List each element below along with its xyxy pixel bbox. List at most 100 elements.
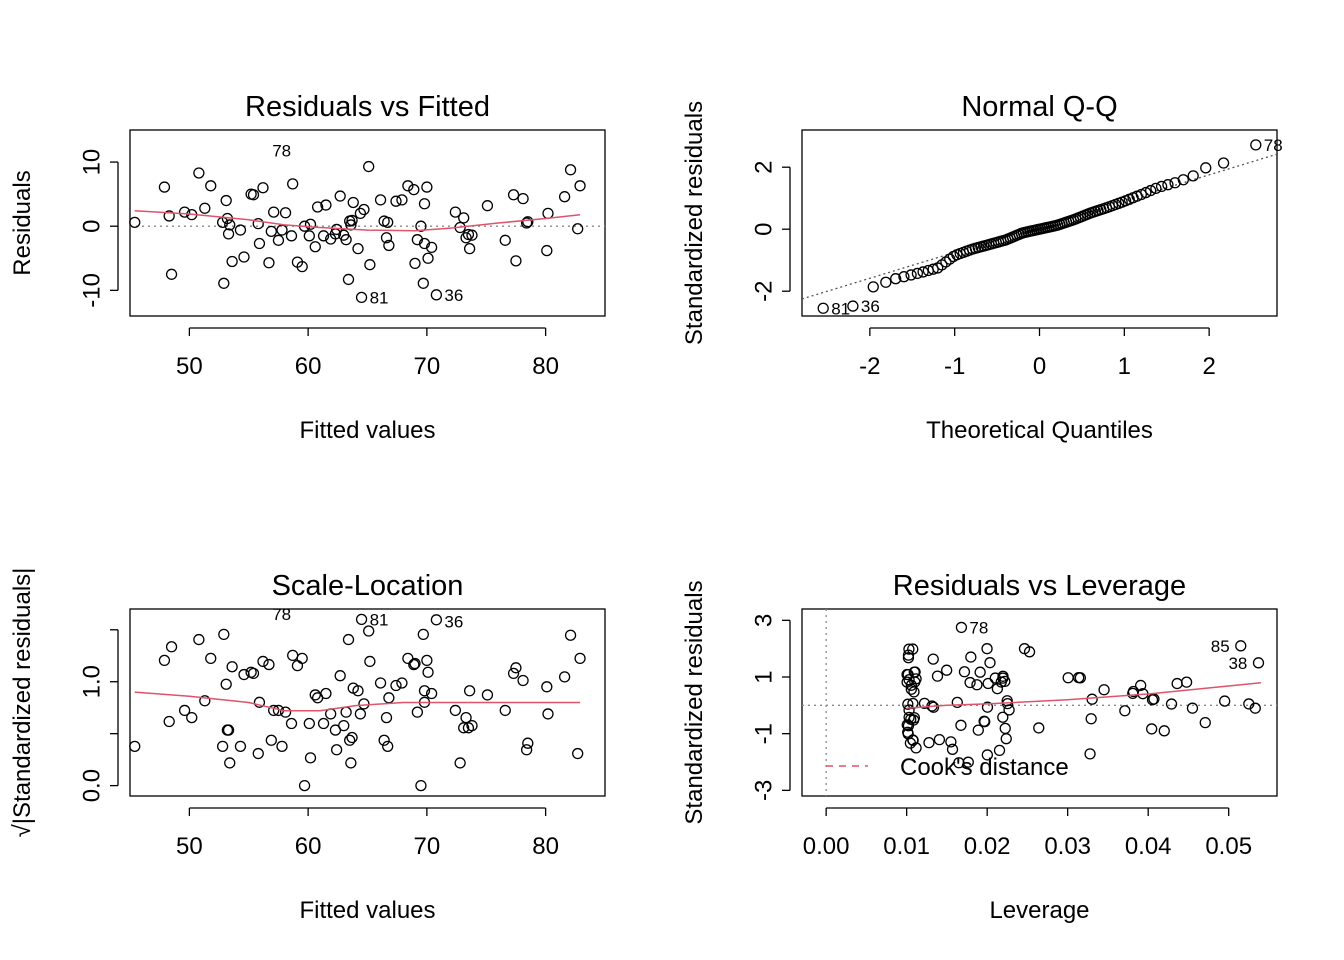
y-axis-label: Standardized residuals (681, 101, 708, 345)
x-tick-label: 2 (1202, 353, 1215, 380)
data-point (1177, 174, 1189, 186)
data-point (499, 234, 511, 246)
panel-tr: Normal Q-Q Theoretical Quantiles Standardi… (681, 91, 1283, 444)
data-point (918, 697, 931, 710)
plot-frame (129, 608, 606, 797)
chart-title: Normal Q-Q (961, 91, 1117, 123)
data-point (224, 219, 236, 231)
data-point (458, 212, 470, 224)
point-label: 81 (831, 299, 850, 318)
data-point (520, 744, 533, 756)
chart-title: Scale-Location (272, 570, 464, 602)
plot-frame (801, 129, 1278, 317)
data-point (129, 216, 141, 229)
data-point (276, 740, 288, 752)
x-tick-label: 0.04 (1125, 833, 1172, 860)
data-point (374, 194, 387, 206)
data-point (218, 628, 230, 641)
data-point (303, 717, 315, 730)
data-point (165, 641, 178, 653)
data-point (958, 666, 971, 678)
data-point (1155, 180, 1168, 193)
data-point (199, 202, 211, 214)
x-tick-label: 50 (176, 353, 203, 380)
data-point (421, 654, 433, 667)
data-point (352, 243, 364, 255)
data-point (347, 196, 359, 209)
data-point (1235, 640, 1247, 652)
x-tick-label: 60 (295, 833, 322, 860)
data-point (263, 257, 275, 269)
data-point (880, 276, 892, 288)
data-point (1140, 186, 1152, 199)
data-point (997, 670, 1009, 682)
data-point (995, 676, 1007, 688)
data-point (847, 300, 859, 312)
data-point (238, 251, 250, 263)
data-point (374, 677, 387, 689)
data-point (422, 666, 434, 678)
data-point (298, 779, 311, 792)
data-point (999, 722, 1011, 735)
data-point (247, 189, 260, 201)
data-point (205, 652, 217, 665)
data-point (220, 678, 232, 690)
data-point (380, 711, 393, 724)
data-point (463, 243, 476, 255)
data-point (252, 217, 264, 230)
data-point (224, 757, 236, 769)
point-label: 78 (272, 142, 291, 161)
data-point (542, 207, 554, 220)
data-point (481, 200, 494, 212)
data-point (220, 194, 232, 207)
x-tick-label: 0.02 (964, 833, 1011, 860)
data-point (415, 220, 427, 232)
data-point (285, 717, 298, 730)
data-point (234, 224, 247, 236)
data-point (226, 661, 238, 673)
data-point (279, 706, 292, 718)
data-point (418, 198, 431, 210)
data-point (252, 747, 264, 760)
data-point (902, 728, 914, 740)
data-point (1249, 702, 1261, 714)
data-point (309, 689, 321, 701)
data-point (163, 210, 175, 222)
point-label: 78 (272, 605, 291, 624)
y-tick-label: -1 (751, 723, 778, 744)
data-point (972, 724, 984, 736)
x-tick-label: 70 (414, 353, 441, 380)
data-point (499, 704, 511, 717)
data-point (1146, 694, 1159, 706)
data-point (158, 654, 171, 667)
data-point (268, 206, 280, 218)
data-point (817, 302, 829, 314)
data-point (927, 263, 939, 275)
data-point (1119, 705, 1131, 717)
data-point (163, 715, 175, 728)
data-point (933, 733, 946, 746)
data-point (291, 660, 304, 672)
data-point (285, 230, 298, 242)
data-point (574, 180, 586, 192)
data-point (346, 214, 358, 227)
data-point (425, 687, 438, 700)
data-point (510, 255, 522, 267)
x-tick-label: -1 (944, 353, 965, 380)
data-point (178, 206, 191, 218)
data-point (481, 689, 494, 701)
data-point (955, 621, 968, 634)
data-point (364, 259, 376, 271)
data-point (1219, 695, 1231, 707)
data-point (158, 181, 171, 193)
data-point (466, 719, 478, 732)
data-point (408, 183, 420, 196)
data-point (430, 289, 443, 301)
data-point (907, 714, 920, 726)
data-point (454, 757, 466, 769)
data-point (978, 715, 990, 727)
data-point (363, 625, 375, 637)
data-point (287, 178, 299, 190)
data-point (1062, 672, 1074, 684)
data-point (383, 239, 395, 252)
